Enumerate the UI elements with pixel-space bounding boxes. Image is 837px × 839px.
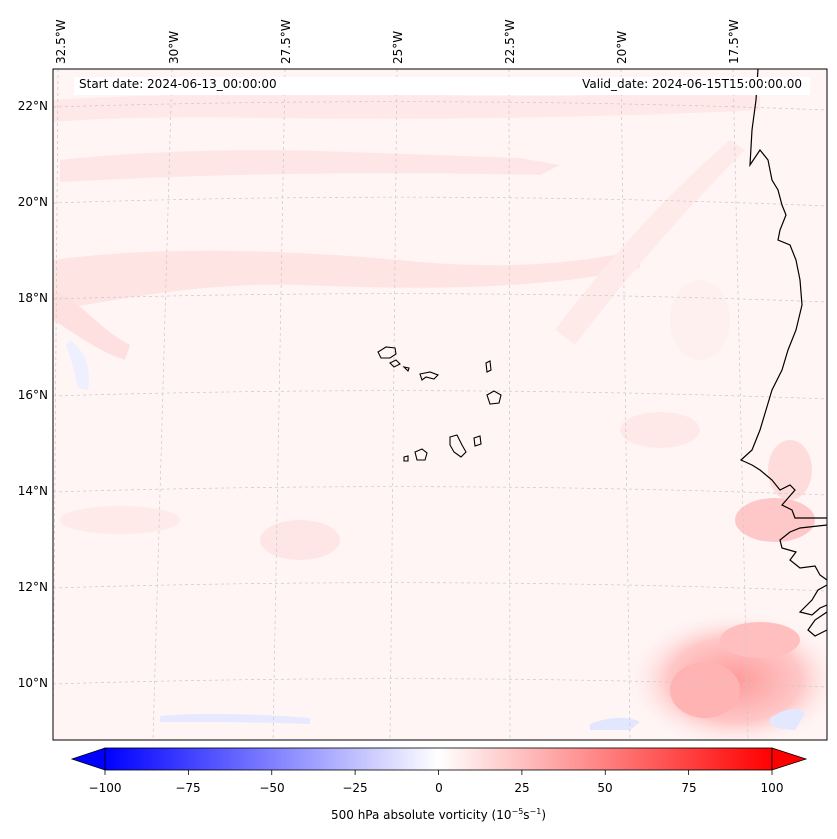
- colorbar-tick-label: 50: [597, 781, 613, 795]
- parallel-line: [53, 196, 827, 207]
- island-maio: [473, 435, 482, 447]
- colorbar-tick-label: 0: [435, 781, 443, 795]
- colorbar-tick-label: −25: [342, 781, 368, 795]
- vorticity-coastal-max: [768, 440, 812, 500]
- colorbar-label-exp1: −5: [511, 807, 524, 816]
- island-brava: [403, 455, 409, 462]
- parallel-line: [53, 390, 827, 400]
- colorbar-label: 500 hPa absolute vorticity (10−5s−1): [0, 807, 837, 822]
- vorticity-patch: [670, 280, 730, 360]
- lon-label-25w: 25°W: [391, 30, 405, 64]
- parallel-line: [53, 101, 827, 111]
- lat-label-18n: 18°N: [17, 291, 48, 305]
- lon-label-30w: 30°W: [167, 30, 181, 64]
- island-sao-nicolau: [419, 371, 439, 381]
- colorbar-extend-low: [70, 747, 106, 771]
- meridian-line: [152, 69, 173, 740]
- vorticity-band-mid: [53, 250, 640, 310]
- vorticity-south-core: [720, 622, 800, 658]
- colorbar-label-text: 500 hPa absolute vorticity (10: [330, 808, 512, 822]
- parallel-line: [53, 678, 827, 688]
- header-strip: [74, 77, 810, 95]
- lat-label-10n: 10°N: [17, 676, 48, 690]
- parallel-line: [53, 293, 827, 303]
- start-date-label: Start date: 2024-06-13_00:00:00: [79, 77, 277, 91]
- cape-verde-islands: [377, 346, 502, 462]
- meridian-line: [272, 69, 286, 740]
- lon-label-27-5w: 27.5°W: [279, 19, 293, 64]
- vorticity-south-core: [670, 662, 740, 718]
- lat-label-22n: 22°N: [17, 99, 48, 113]
- meridian-line: [620, 69, 631, 740]
- map-frame: [52, 68, 828, 741]
- vorticity-band-north: [53, 92, 760, 122]
- colorbar-body: [104, 747, 773, 771]
- colorbar-tick-label: −75: [175, 781, 201, 795]
- lat-label-16n: 16°N: [17, 388, 48, 402]
- island-sao-vicente: [389, 359, 401, 368]
- map-panel: [52, 68, 828, 741]
- colorbar: [70, 747, 808, 775]
- gridlines: [53, 69, 827, 740]
- vorticity-streak-diagonal: [555, 140, 745, 345]
- vorticity-negative-south: [770, 709, 805, 730]
- vorticity-patch: [60, 506, 180, 534]
- colorbar-tick-label: 100: [760, 781, 784, 795]
- lon-label-22-5w: 22.5°W: [503, 19, 517, 64]
- lon-label-20w: 20°W: [615, 30, 629, 64]
- vorticity-band-upper: [60, 150, 560, 182]
- vorticity-patch: [620, 412, 700, 448]
- island-boa-vista: [486, 390, 502, 405]
- meridian-line: [732, 69, 749, 740]
- lon-label-32-5w: 32.5°W: [54, 19, 68, 64]
- lat-label-12n: 12°N: [17, 580, 48, 594]
- island-santa-luzia: [402, 366, 410, 373]
- meridian-line: [53, 69, 59, 740]
- meridian-line: [389, 69, 398, 740]
- vorticity-negative-west: [66, 340, 90, 390]
- vorticity-negative-south: [160, 713, 310, 724]
- lon-label-17-5w: 17.5°W: [727, 19, 741, 64]
- island-santo-antao: [377, 346, 397, 359]
- colorbar-label-end: ): [541, 808, 547, 822]
- colorbar-extend-high: [771, 747, 808, 771]
- valid-date-label: Valid_date: 2024-06-15T15:00:00.00: [582, 77, 802, 91]
- parallel-line: [53, 486, 827, 496]
- lat-label-20n: 20°N: [17, 195, 48, 209]
- africa-coastline-south: [779, 524, 827, 581]
- island-fogo: [414, 448, 428, 461]
- vorticity-patch: [260, 520, 340, 560]
- parallel-line: [53, 582, 827, 592]
- vorticity-negative-south: [590, 717, 640, 730]
- colorbar-tick-label: −50: [259, 781, 285, 795]
- colorbar-label-mid: s: [523, 808, 530, 822]
- vorticity-coastal-max: [735, 498, 815, 542]
- colorbar-tick-label: −100: [88, 781, 122, 795]
- coastline: [739, 69, 827, 637]
- island-santiago: [449, 434, 467, 458]
- lat-label-14n: 14°N: [17, 484, 48, 498]
- island-sal: [485, 360, 492, 373]
- africa-coastline-islands: [798, 584, 827, 637]
- colorbar-label-exp2: −1: [529, 807, 542, 816]
- vorticity-field-features: [53, 92, 827, 740]
- vorticity-band-west: [53, 290, 130, 360]
- meridian-line: [508, 69, 511, 740]
- colorbar-tick-label: 75: [681, 781, 697, 795]
- colorbar-tick-label: 25: [514, 781, 530, 795]
- africa-coastline: [739, 69, 827, 519]
